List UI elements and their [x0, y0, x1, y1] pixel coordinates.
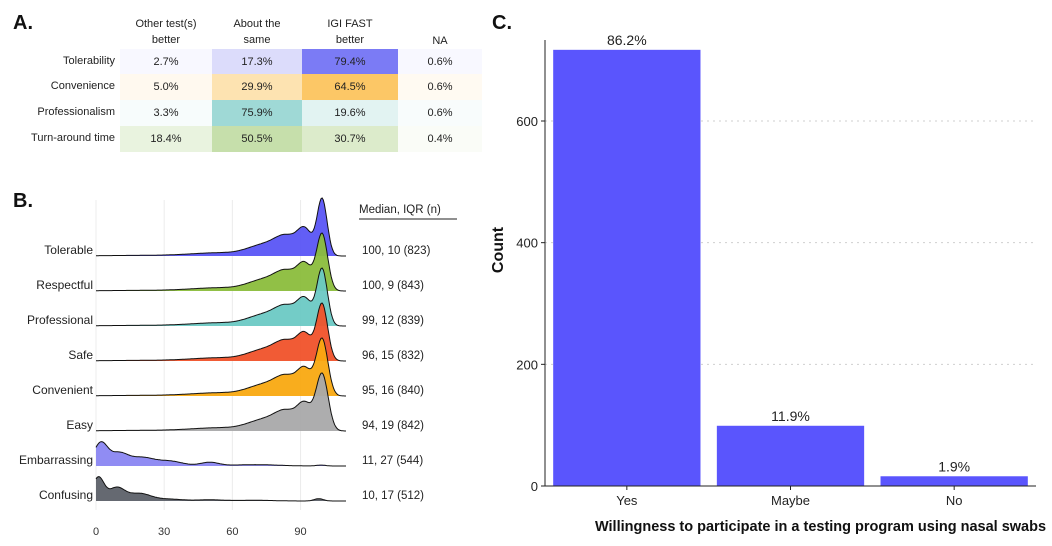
table-cell: 18.4%: [120, 126, 212, 152]
ridge-label: Convenient: [32, 383, 93, 397]
ridge-area: [96, 441, 346, 466]
ridge-embarrassing: [95, 441, 346, 467]
ridge-area: [96, 268, 346, 326]
ridge-professional: [96, 267, 346, 327]
ridge-outline: [96, 372, 346, 432]
table-column-header: NA: [432, 35, 448, 47]
ridge-label: Safe: [68, 348, 93, 362]
table-cell: 17.3%: [212, 49, 302, 75]
ridge-area: [96, 198, 346, 256]
ridge-respectful: [96, 232, 346, 292]
ridge-confusing: [95, 476, 346, 502]
table-cell: 0.4%: [398, 126, 482, 152]
table-cell: 19.6%: [302, 100, 398, 126]
table-row-label: Professionalism: [37, 106, 115, 118]
ridge-outline: [96, 197, 346, 257]
ridge-outline: [95, 476, 346, 502]
ridge-area: [96, 476, 346, 501]
ridge-stat: 96, 15 (832): [362, 350, 424, 362]
ridge-outline: [95, 441, 346, 467]
ridgeline-chart: Tolerable 100, 10 (823) Respectful 100, 9 (…: [19, 197, 457, 538]
y-tick-label: 0: [531, 479, 538, 494]
table-column-header: Other test(s) better: [135, 18, 197, 46]
bar-data-label: 1.9%: [938, 458, 970, 474]
ridge-safe: [96, 302, 346, 362]
ridge-label: Embarrassing: [19, 453, 93, 467]
ridge-area: [96, 373, 346, 431]
ridge-area: [96, 338, 346, 396]
ridge-outline: [96, 232, 346, 292]
ridge-stat: 95, 16 (840): [362, 385, 424, 397]
table-cell: 79.4%: [302, 49, 398, 75]
ridge-label: Easy: [66, 418, 93, 432]
y-tick-label: 400: [516, 236, 538, 251]
bar-data-label: 86.2%: [607, 32, 647, 48]
ridge-outline: [96, 337, 346, 397]
ridge-easy: [96, 372, 346, 432]
stat-header: Median, IQR (n): [359, 204, 441, 216]
table-cell: 2.7%: [120, 49, 212, 75]
table-cell: 75.9%: [212, 100, 302, 126]
table-column-header: IGI FAST better: [327, 18, 373, 46]
table-row-label: Convenience: [50, 80, 115, 92]
panel-a-letter: A.: [13, 12, 33, 34]
table-cell: 64.5%: [302, 74, 398, 100]
ridge-outline: [96, 302, 346, 362]
ridge-stat: 100, 10 (823): [362, 245, 431, 257]
table-cell: 5.0%: [120, 74, 212, 100]
bar: [553, 49, 701, 486]
ridge-area: [96, 303, 346, 361]
table-row-label: Tolerability: [63, 55, 115, 67]
ridge-stat: 10, 17 (512): [362, 490, 424, 502]
ridge-x-tick: 90: [294, 526, 306, 538]
ridge-x-tick: 30: [158, 526, 170, 538]
table-row-label: Turn-around time: [31, 132, 115, 144]
ridge-x-tick: 0: [93, 526, 99, 538]
ridge-label: Confusing: [39, 488, 93, 502]
x-tick-label: No: [946, 493, 963, 508]
table-cell: 0.6%: [398, 100, 482, 126]
ridge-label: Respectful: [36, 278, 93, 292]
table-column-header: About the same: [233, 18, 281, 46]
ridge-stat: 100, 9 (843): [362, 280, 424, 292]
table-cell: 0.6%: [398, 74, 482, 100]
ridge-stat: 99, 12 (839): [362, 315, 424, 327]
ridge-label: Professional: [27, 313, 93, 327]
table-cell: 3.3%: [120, 100, 212, 126]
ridge-x-tick: 60: [226, 526, 238, 538]
ridge-stat: 94, 19 (842): [362, 420, 424, 432]
table-cell: 30.7%: [302, 126, 398, 152]
ridge-area: [96, 233, 346, 291]
ridge-tolerable: [96, 197, 346, 257]
table-cell: 29.9%: [212, 74, 302, 100]
bar: [880, 476, 1028, 486]
y-tick-label: 200: [516, 357, 538, 372]
panel-c-letter: C.: [492, 12, 512, 34]
y-axis-title: Count: [490, 226, 507, 273]
x-tick-label: Yes: [616, 493, 638, 508]
y-tick-label: 600: [516, 114, 538, 129]
panel-b-letter: B.: [13, 190, 33, 212]
x-axis-title: Willingness to participate in a testing …: [595, 519, 1046, 535]
ridge-stat: 11, 27 (544): [362, 455, 423, 467]
bar: [716, 425, 865, 486]
ridge-convenient: [96, 337, 346, 397]
ridge-label: Tolerable: [44, 243, 93, 257]
x-tick-label: Maybe: [771, 493, 810, 508]
table-cell: 50.5%: [212, 126, 302, 152]
bar-data-label: 11.9%: [771, 408, 810, 424]
ridge-outline: [96, 267, 346, 327]
table-cell: 0.6%: [398, 49, 482, 75]
